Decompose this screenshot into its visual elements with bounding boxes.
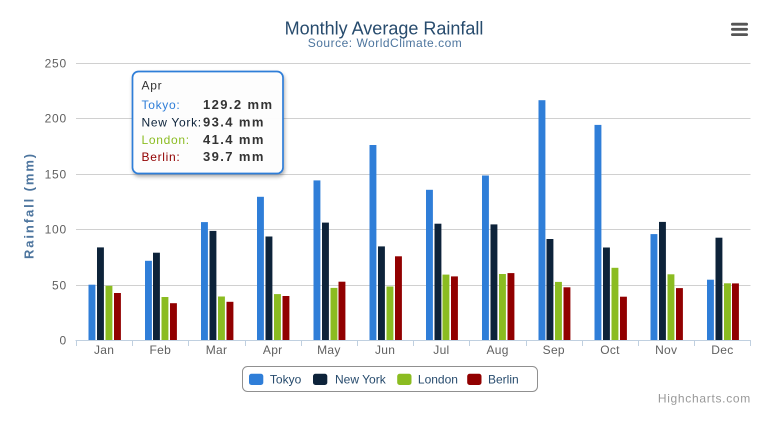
svg-text:Oct: Oct (600, 343, 620, 357)
svg-text:200: 200 (45, 112, 67, 126)
svg-text:0: 0 (60, 334, 67, 348)
svg-text:Feb: Feb (150, 343, 172, 357)
svg-text:London: London (418, 373, 458, 387)
svg-text:Tokyo:: Tokyo: (142, 98, 181, 112)
svg-text:London:: London: (142, 133, 190, 147)
svg-text:Berlin:: Berlin: (142, 150, 181, 164)
svg-text:New York:: New York: (142, 115, 202, 129)
svg-text:May: May (317, 343, 341, 357)
svg-text:250: 250 (45, 57, 67, 71)
svg-text:Rainfall (mm): Rainfall (mm) (22, 152, 37, 259)
svg-text:100: 100 (45, 223, 67, 237)
svg-text:Apr: Apr (142, 79, 163, 93)
svg-text:93.4 mm: 93.4 mm (203, 114, 265, 129)
svg-text:Jul: Jul (433, 343, 449, 357)
svg-text:New York: New York (335, 373, 387, 387)
svg-text:Source: WorldClimate.com: Source: WorldClimate.com (308, 36, 463, 50)
svg-text:41.4 mm: 41.4 mm (203, 132, 265, 147)
svg-text:Highcharts.com: Highcharts.com (658, 392, 751, 406)
svg-text:50: 50 (52, 279, 67, 293)
svg-text:Tokyo: Tokyo (270, 373, 302, 387)
svg-text:Jun: Jun (375, 343, 395, 357)
svg-text:129.2 mm: 129.2 mm (203, 97, 273, 112)
svg-text:Jan: Jan (94, 343, 114, 357)
svg-text:Berlin: Berlin (488, 373, 519, 387)
svg-text:39.7 mm: 39.7 mm (203, 149, 265, 164)
svg-text:Aug: Aug (486, 343, 508, 357)
svg-text:Nov: Nov (655, 343, 677, 357)
svg-text:Dec: Dec (711, 343, 733, 357)
svg-text:150: 150 (45, 168, 67, 182)
svg-text:Sep: Sep (543, 343, 565, 357)
svg-text:Monthly Average Rainfall: Monthly Average Rainfall (285, 19, 484, 39)
svg-text:Mar: Mar (206, 343, 228, 357)
svg-text:Apr: Apr (263, 343, 283, 357)
